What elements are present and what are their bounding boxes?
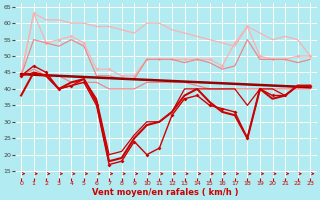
X-axis label: Vent moyen/en rafales ( km/h ): Vent moyen/en rafales ( km/h ) — [92, 188, 239, 197]
